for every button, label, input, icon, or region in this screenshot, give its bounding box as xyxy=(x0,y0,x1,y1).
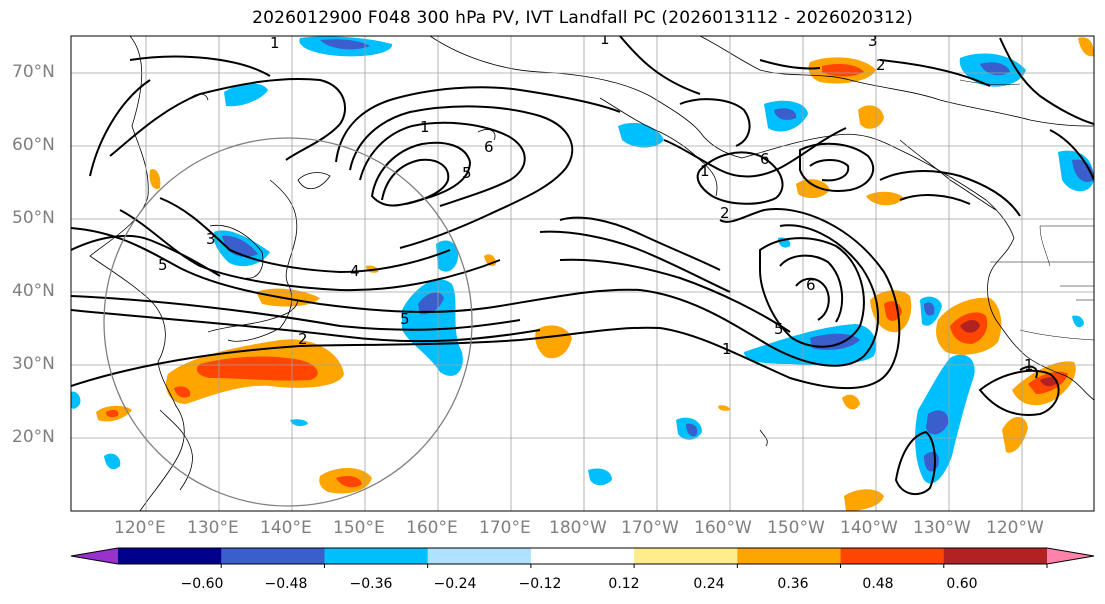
colorbar-tick-label: 0.24 xyxy=(693,576,725,592)
lon-label: 130°E xyxy=(187,518,239,538)
lon-label: 150°E xyxy=(333,518,385,538)
contour-label: 4 xyxy=(350,262,360,280)
lon-label: 150°W xyxy=(767,518,825,538)
contour-label: 5 xyxy=(774,320,784,338)
contour-label: 6 xyxy=(760,150,770,168)
contour-label: 1 xyxy=(270,34,280,52)
contour-label: 5 xyxy=(158,256,168,274)
colorbar-cell xyxy=(840,548,945,564)
lon-label: 160°E xyxy=(406,518,458,538)
colorbar-extend-low xyxy=(71,548,118,564)
borders xyxy=(959,79,1094,341)
colorbar-tick-label: 0.12 xyxy=(608,576,640,592)
lon-label: 160°W xyxy=(694,518,752,538)
contour-labels: 1 1 1 1 1 1 2 2 2 3 3 4 5 5 5 5 6 6 6 xyxy=(158,30,1034,374)
lon-label: 120°W xyxy=(986,518,1044,538)
contour-label: 1 xyxy=(700,162,710,180)
colorbar-tick-label: −0.48 xyxy=(264,576,308,592)
lon-label: 140°W xyxy=(840,518,898,538)
lat-label: 60°N xyxy=(12,135,55,155)
contour-label: 1 xyxy=(420,118,430,136)
negative-anomaly-shading xyxy=(71,36,1094,486)
colorbar-tick-label: −0.12 xyxy=(518,576,562,592)
colorbar-tick-label: −0.24 xyxy=(433,576,477,592)
contour-label: 3 xyxy=(868,32,878,50)
lon-label: 170°W xyxy=(621,518,679,538)
colorbar-cell xyxy=(427,548,532,564)
colorbar-cell xyxy=(324,548,429,564)
lat-label: 40°N xyxy=(12,281,55,301)
lon-label: 130°W xyxy=(913,518,971,538)
colorbar-tick-label: −0.36 xyxy=(349,576,393,592)
lon-label: 120°E xyxy=(114,518,166,538)
contour-label: 1 xyxy=(722,340,732,358)
contour-label: 2 xyxy=(876,56,886,74)
graticule xyxy=(71,36,1094,511)
map-frame xyxy=(70,35,1095,512)
contour-label: 2 xyxy=(720,204,730,222)
region-circle xyxy=(103,137,473,507)
colorbar-tick-label: 0.60 xyxy=(946,576,978,592)
contour-label: 3 xyxy=(206,230,216,248)
colorbar-cell xyxy=(737,548,842,564)
lat-label: 70°N xyxy=(12,62,55,82)
colorbar-tick-label: 0.48 xyxy=(862,576,894,592)
contour-label: 1 xyxy=(600,30,610,48)
contour-label: 6 xyxy=(806,276,816,294)
lon-label: 140°E xyxy=(260,518,312,538)
contour-label: 6 xyxy=(484,138,494,156)
lat-label: 30°N xyxy=(12,354,55,374)
contour-label: 2 xyxy=(298,330,308,348)
contour-label: 5 xyxy=(400,310,410,328)
contour-label: 5 xyxy=(462,164,472,182)
pv-contours xyxy=(71,36,1094,496)
map-title: 2026012900 F048 300 hPa PV, IVT Landfall… xyxy=(252,8,913,28)
colorbar-tick-label: 0.36 xyxy=(777,576,809,592)
colorbar-cell xyxy=(634,548,738,564)
lat-label: 50°N xyxy=(12,208,55,228)
colorbar-extend-high xyxy=(1047,548,1094,564)
colorbar-tick-label: −0.60 xyxy=(180,576,224,592)
lon-label: 180°W xyxy=(549,518,607,538)
lat-label: 20°N xyxy=(12,427,55,447)
colorbar-cell xyxy=(118,548,222,564)
colorbar-cell xyxy=(530,548,635,564)
lon-label: 170°E xyxy=(479,518,531,538)
colorbar-cell xyxy=(943,548,1048,564)
colorbar-cell xyxy=(221,548,325,564)
contour-label: 1 xyxy=(1024,356,1034,374)
colorbar-outline xyxy=(70,547,1095,565)
coastlines xyxy=(89,36,1094,511)
